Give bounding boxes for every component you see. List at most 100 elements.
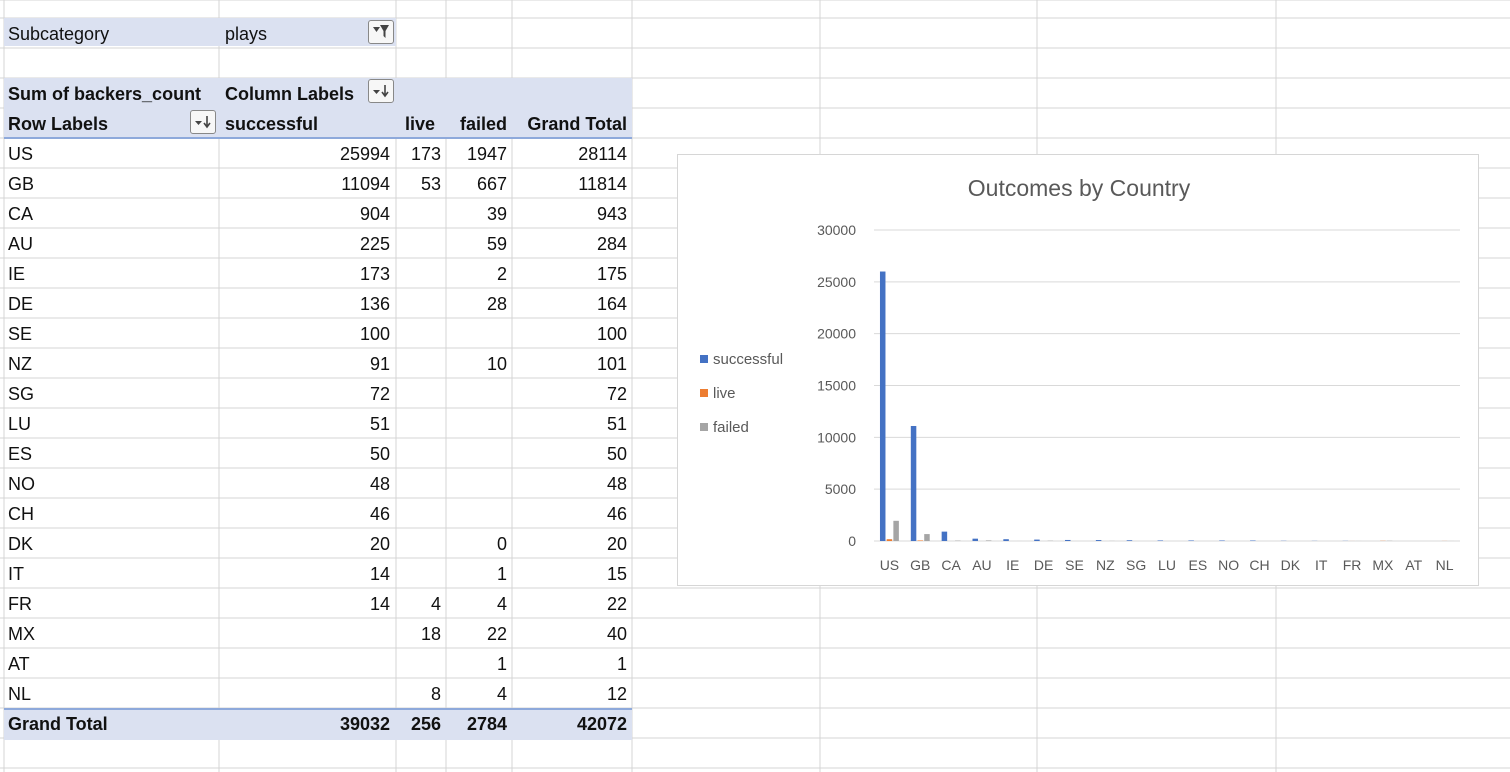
x-tick-label: CA	[941, 557, 961, 573]
chart-title: Outcomes by Country	[968, 175, 1191, 201]
grand-total-band	[4, 708, 632, 740]
bar-failed-AU	[985, 540, 992, 541]
outcomes-chart[interactable]: Outcomes by Country 0 5000 10000 15000 20000…	[677, 154, 1479, 586]
grand-total-successful: 39032	[339, 714, 390, 734]
cell-successful: 91	[369, 354, 390, 374]
row-label: AU	[8, 234, 34, 254]
grand-total-live: 256	[410, 714, 441, 734]
bar-successful-ES	[1188, 540, 1194, 541]
cell-failed: 667	[476, 174, 507, 194]
filter-dropdown-button[interactable]	[368, 20, 394, 44]
legend-swatch-successful	[700, 355, 708, 363]
x-tick-label: NO	[1218, 557, 1239, 573]
cell-grand-total: 72	[606, 384, 627, 404]
bar-live-GB	[917, 540, 924, 541]
pivot-values-label: Sum of backers_count	[8, 84, 202, 104]
cell-successful	[225, 618, 390, 648]
cell-successful: 14	[369, 594, 390, 614]
legend-label-successful: successful	[713, 351, 783, 368]
x-tick-label: AT	[1405, 557, 1422, 573]
cell-grand-total: 943	[596, 204, 627, 224]
bar-failed-US	[893, 520, 899, 541]
column-header-failed: failed	[459, 114, 507, 134]
cell-failed: 0	[496, 534, 507, 554]
row-label: NZ	[8, 354, 32, 374]
x-tick-label: FR	[1343, 557, 1362, 573]
cell-failed	[440, 378, 507, 408]
cell-live	[396, 198, 441, 228]
cell-successful	[225, 678, 390, 708]
cell-failed: 1947	[466, 144, 507, 164]
cell-live	[396, 288, 441, 318]
legend-swatch-failed	[700, 423, 708, 431]
cell-live: 4	[430, 594, 441, 614]
y-tick-label: 20000	[817, 326, 856, 342]
cell-failed: 1	[496, 654, 507, 674]
cell-grand-total: 46	[606, 504, 627, 524]
filter-field-value[interactable]: plays	[225, 24, 268, 44]
row-label: LU	[8, 414, 32, 434]
row-label: DE	[8, 294, 34, 314]
cell-grand-total: 22	[606, 594, 627, 614]
cell-successful: 100	[359, 324, 390, 344]
y-tick-label: 30000	[817, 222, 856, 238]
x-tick-label: SG	[1126, 557, 1146, 573]
x-tick-label: SE	[1065, 557, 1084, 573]
cell-grand-total: 100	[596, 324, 627, 344]
row-labels-dropdown-button[interactable]	[190, 110, 216, 134]
cell-live	[396, 498, 441, 528]
cell-grand-total: 28114	[578, 144, 627, 164]
column-header-successful: successful	[225, 114, 319, 134]
cell-live	[396, 438, 441, 468]
cell-live	[396, 558, 441, 588]
cell-failed: 28	[486, 294, 507, 314]
cell-live: 173	[410, 144, 441, 164]
cell-grand-total: 11814	[578, 174, 627, 194]
pivot-header-band	[4, 78, 632, 139]
grand-total-label: Grand Total	[8, 714, 108, 734]
column-labels-dropdown-button[interactable]	[368, 79, 394, 103]
cell-grand-total: 1	[616, 654, 627, 674]
row-label: IE	[8, 264, 26, 284]
cell-live	[396, 528, 441, 558]
cell-successful	[225, 648, 390, 678]
row-label: CH	[8, 504, 34, 524]
x-tick-label: US	[880, 557, 899, 573]
x-tick-label: MX	[1372, 557, 1394, 573]
cell-failed: 4	[496, 684, 507, 704]
column-header-grand-total: Grand Total	[527, 114, 627, 134]
row-label: MX	[8, 624, 35, 644]
chart-canvas: Outcomes by Country 0 5000 10000 15000 20000…	[700, 175, 1460, 573]
row-label: GB	[8, 174, 35, 194]
bar-failed-GB	[924, 534, 930, 541]
cell-failed: 22	[486, 624, 507, 644]
cell-live	[396, 468, 441, 498]
cell-grand-total: 164	[596, 294, 627, 314]
legend-swatch-live	[700, 389, 708, 397]
cell-grand-total: 40	[606, 624, 627, 644]
bar-successful-NZ	[1095, 540, 1102, 541]
cell-grand-total: 48	[606, 474, 627, 494]
bar-successful-SG	[1126, 540, 1133, 541]
filter-funnel-icon	[373, 25, 389, 38]
cell-successful: 11094	[341, 174, 390, 194]
grand-total-grand-total: 42072	[576, 714, 627, 734]
cell-successful: 51	[369, 414, 390, 434]
legend-label-failed: failed	[713, 419, 749, 436]
x-tick-label: NL	[1436, 557, 1454, 573]
cell-grand-total: 51	[606, 414, 627, 434]
y-tick-label: 10000	[817, 429, 856, 445]
cell-grand-total: 284	[596, 234, 627, 254]
cell-grand-total: 101	[596, 354, 627, 374]
bar-live-US	[886, 539, 893, 541]
cell-successful: 72	[369, 384, 390, 404]
x-tick-label: DE	[1034, 557, 1053, 573]
cell-failed: 59	[486, 234, 507, 254]
legend-label-live: live	[713, 385, 736, 402]
cell-failed: 2	[496, 264, 507, 284]
cell-failed	[440, 468, 507, 498]
bar-successful-IE	[1003, 539, 1009, 541]
bar-successful-AU	[972, 538, 978, 541]
y-tick-label: 5000	[825, 481, 856, 497]
x-tick-label: AU	[972, 557, 991, 573]
